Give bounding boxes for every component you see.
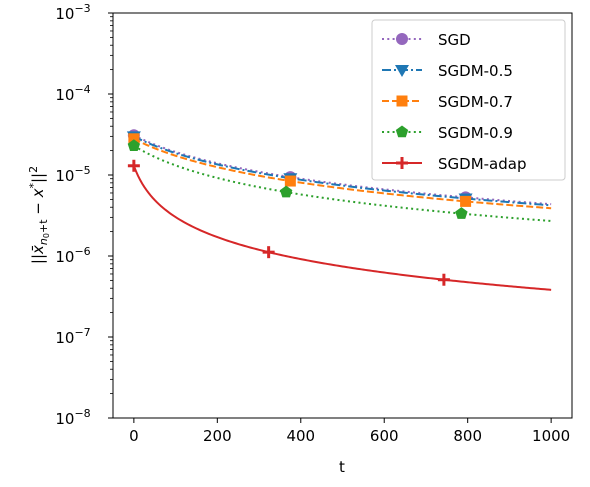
y-label-xbar: x̄ (29, 245, 47, 255)
series-line (133, 135, 552, 207)
legend: SGD SGDM-0.5 SGDM-0.7 SGDM-0.9 SGDM-adap (371, 19, 566, 181)
marker-square (396, 95, 408, 107)
y-tick-label: 10−7 (55, 326, 90, 347)
y-tick-label: 10−4 (55, 83, 90, 104)
series-line (133, 137, 552, 210)
marker-square (284, 175, 296, 187)
legend-label: SGD (438, 31, 471, 49)
series-sgdm-0-7 (128, 133, 552, 210)
legend-entry: SGD (382, 31, 471, 49)
x-tick-label: 600 (370, 427, 399, 445)
y-label-open: || (29, 254, 47, 264)
series-layer (126, 129, 552, 291)
legend-label: SGDM-0.7 (438, 93, 513, 111)
legend-entry: SGDM-0.7 (382, 93, 513, 111)
series-sgdm-0-9 (127, 139, 552, 222)
y-tick-label: 10−6 (55, 245, 90, 266)
x-tick-label: 200 (203, 427, 232, 445)
marker-square (460, 195, 472, 207)
svg-text:||x̄n0+t − x*||2: ||x̄n0+t − x*||2 (27, 166, 51, 264)
legend-label: SGDM-0.9 (438, 124, 513, 142)
marker-pentagon (279, 185, 293, 198)
legend-frame (371, 19, 566, 181)
y-label-sq: 2 (27, 166, 40, 173)
legend-entry: SGDM-adap (382, 155, 526, 173)
y-label-close: || (29, 173, 47, 183)
x-tick-label: 400 (286, 427, 315, 445)
y-label-minus: − x (29, 188, 47, 219)
legend-entry: SGDM-0.5 (382, 62, 513, 80)
x-tick-label: 0 (129, 427, 139, 445)
marker-pentagon (455, 207, 468, 219)
y-label-sub-rest: +t (37, 219, 50, 233)
marker-triangle (395, 65, 409, 77)
x-tick-label: 1000 (532, 427, 570, 445)
series-line (133, 134, 552, 206)
y-label-sub-0: 0 (42, 233, 51, 238)
x-axis: 0 200 400 600 800 1000 (129, 418, 570, 445)
x-axis-label: t (339, 458, 345, 476)
series-line (132, 165, 552, 291)
y-label-sub-n: n (37, 238, 50, 245)
legend-entry: SGDM-0.9 (382, 124, 513, 142)
y-label-star: * (27, 183, 40, 189)
series-sgdm-adap (127, 159, 552, 291)
legend-label: SGDM-0.5 (438, 62, 513, 80)
legend-label: SGDM-adap (438, 155, 526, 173)
marker-square (128, 133, 140, 145)
y-tick-label: 10−3 (55, 2, 90, 23)
y-tick-label: 10−5 (55, 164, 90, 185)
y-axis: 10−8 10−7 10−6 10−5 10−4 10−3 (55, 2, 113, 428)
marker-pentagon (127, 139, 141, 151)
marker-circle (396, 33, 408, 45)
x-tick-label: 800 (453, 427, 482, 445)
plot-frame (112, 12, 573, 419)
y-tick-label: 10−8 (55, 407, 90, 428)
series-line (133, 144, 552, 222)
y-axis-label: ||x̄n0+t − x*||2 (27, 166, 51, 264)
marker-pentagon (395, 125, 409, 138)
